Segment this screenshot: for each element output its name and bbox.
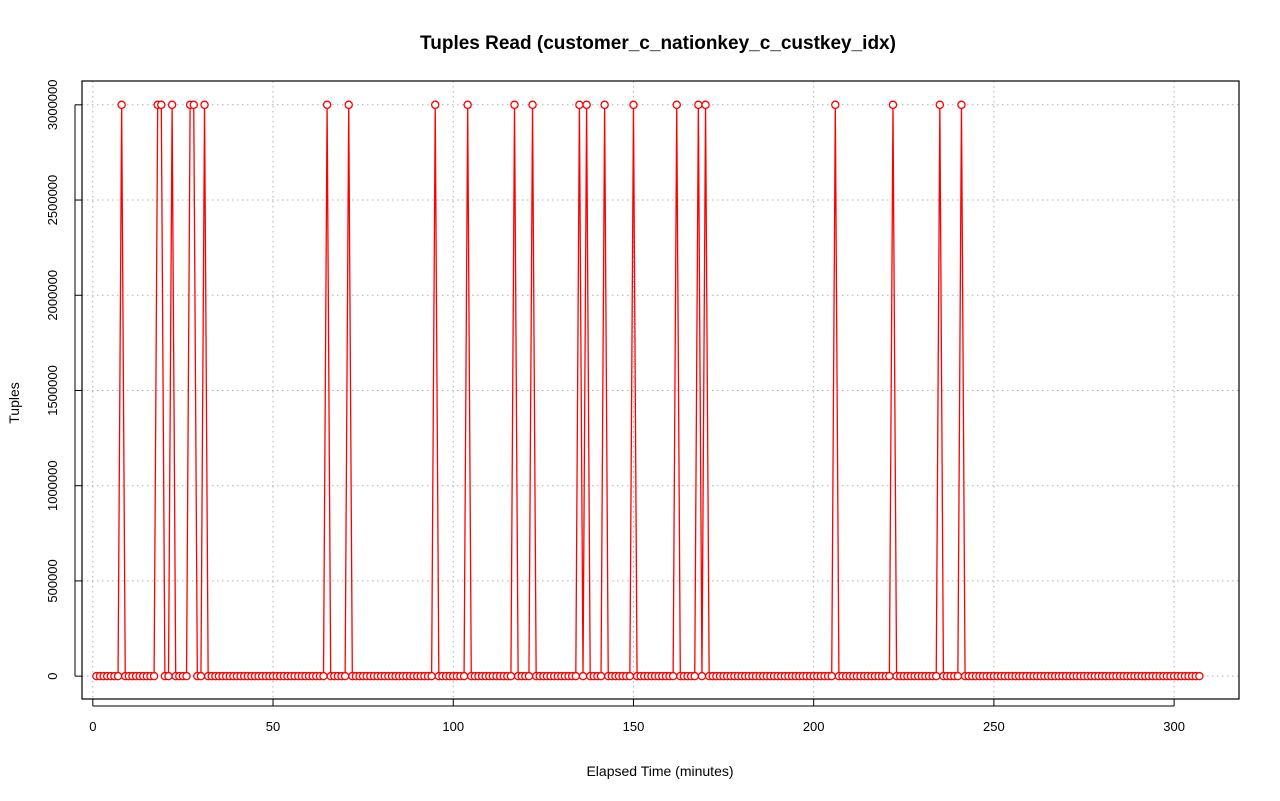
data-point (189, 100, 198, 110)
data-point (182, 671, 191, 681)
data-point (506, 671, 516, 681)
data-point (459, 671, 469, 681)
y-tick-label: 1500000 (45, 365, 60, 416)
y-tick-label: 3000000 (45, 79, 60, 130)
data-point (888, 100, 898, 110)
data-point (427, 671, 436, 681)
x-tick-label: 100 (442, 719, 464, 734)
data-point (831, 100, 840, 110)
data-point (164, 671, 173, 681)
data-point (344, 100, 353, 110)
y-axis-label: Tuples (6, 382, 22, 424)
data-point (629, 100, 638, 110)
data-point (430, 100, 440, 110)
x-tick-label: 300 (1163, 719, 1185, 734)
data-point (117, 100, 126, 110)
data-point (319, 671, 328, 681)
data-point (571, 671, 581, 681)
y-tick-label: 0 (45, 673, 60, 680)
chart-title: Tuples Read (customer_c_nationkey_c_cust… (420, 33, 896, 54)
plot-frame (81, 80, 1240, 700)
data-point (149, 671, 159, 681)
data-point (340, 671, 350, 681)
x-tick-label: 250 (983, 719, 1005, 734)
x-tick-label: 200 (803, 719, 825, 734)
data-point (600, 100, 609, 110)
data-point (697, 671, 707, 681)
data-point (885, 671, 894, 681)
data-point (935, 100, 945, 110)
y-tick-label: 2000000 (45, 270, 60, 321)
data-point (701, 100, 710, 110)
data-point (827, 671, 836, 681)
data-point (668, 671, 678, 681)
series-tuples (92, 100, 1204, 681)
data-point (582, 100, 591, 110)
data-point (957, 100, 966, 110)
x-tick-label: 0 (89, 719, 96, 734)
data-point (167, 100, 177, 110)
x-axis-label: Elapsed Time (minutes) (586, 763, 733, 779)
data-point (524, 671, 534, 681)
y-axis: 0 500000 1000000 1500000 2000000 2500000 30000… (45, 79, 82, 680)
data-point (528, 100, 537, 110)
y-tick-label: 500000 (45, 559, 60, 602)
data-point (113, 671, 123, 681)
data-point (953, 671, 963, 681)
data-point (510, 100, 519, 110)
y-tick-label: 2500000 (45, 175, 60, 226)
y-tick-label: 1000000 (45, 460, 60, 511)
x-tick-label: 50 (266, 719, 280, 734)
data-point (578, 671, 588, 681)
data-point (596, 671, 606, 681)
data-point (931, 671, 941, 681)
data-point (625, 671, 635, 681)
data-point (196, 671, 206, 681)
data-point (1195, 671, 1204, 681)
data-point (322, 100, 332, 110)
data-point (157, 100, 166, 110)
data-point (690, 671, 699, 681)
grid (82, 81, 1239, 699)
data-point (200, 100, 209, 110)
data-point (672, 100, 681, 110)
data-point (575, 100, 584, 110)
data-point (694, 100, 703, 110)
x-axis: 0 50 100 150 200 250 300 (89, 699, 1185, 734)
data-point (463, 100, 472, 110)
x-tick-label: 150 (623, 719, 645, 734)
